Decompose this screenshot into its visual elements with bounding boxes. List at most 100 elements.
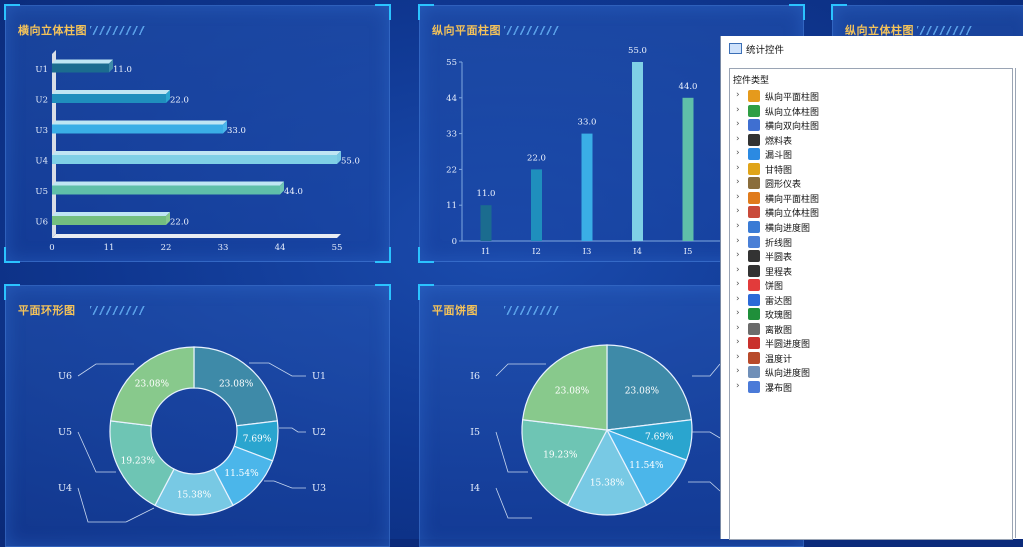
expand-chevron-icon[interactable]: › [736,119,740,130]
x-category-label: I4 [633,247,642,257]
control-type-tree[interactable]: 控件类型 › 纵向平面柱图 › 纵向立体柱图 › 横向双向柱图 › 燃料表 › 漏斗图 › 甘特图 › 圆… [729,68,1013,540]
bar-value-label: 22.0 [170,218,189,228]
expand-chevron-icon[interactable]: › [736,322,740,333]
slice-value-label: 23.08% [625,387,660,397]
expand-chevron-icon[interactable]: › [736,366,740,377]
expand-chevron-icon[interactable]: › [736,104,740,115]
y-category-label: U2 [35,96,48,106]
expand-chevron-icon[interactable]: › [736,90,740,100]
expand-chevron-icon[interactable]: › [736,351,740,362]
bar [52,155,337,164]
expand-chevron-icon[interactable]: › [736,133,740,144]
tree-item[interactable]: › 圆形仪表 [734,176,1004,190]
slice-value-label: 19.23% [121,457,156,467]
radar-icon [748,293,760,306]
window-titlebar[interactable]: 统计控件 [721,36,1023,60]
y-category-label: U6 [35,218,48,228]
bar-value-label: 11.0 [113,65,132,75]
leader-line [692,363,721,377]
leader-line [77,487,155,523]
y-tick-label: 44 [446,94,457,104]
axis-floor [52,234,341,238]
tree-item[interactable]: › 半圆表 [734,249,1004,263]
bar-value-label: 11.0 [477,189,496,199]
tree-item[interactable]: › 甘特图 [734,162,1004,176]
tree-item[interactable]: › 纵向进度图 [734,365,1004,379]
expand-chevron-icon[interactable]: › [736,162,740,173]
leader-line [495,363,546,377]
tree-item[interactable]: › 燃料表 [734,133,1004,147]
tree-item[interactable]: › 温度计 [734,351,1004,365]
tree-item[interactable]: › 纵向立体柱图 [734,104,1004,118]
progress-icon [748,220,760,233]
tree-item[interactable]: › 横向平面柱图 [734,191,1004,205]
expand-chevron-icon[interactable]: › [736,206,740,217]
tree-item-label: 折线图 [765,238,793,249]
tree-item[interactable]: › 横向立体柱图 [734,205,1004,219]
tree-item[interactable]: › 雷达图 [734,293,1004,307]
tree-item[interactable]: › 瀑布图 [734,380,1004,394]
x-tick-label: 11 [104,243,115,253]
expand-chevron-icon[interactable]: › [736,264,740,275]
axis-wall [52,50,56,238]
slice-category-label: U6 [58,371,72,382]
tree-item[interactable]: › 横向双向柱图 [734,118,1004,132]
tree-item-label: 甘特图 [765,165,793,176]
hbar-icon [748,191,760,204]
expand-chevron-icon[interactable]: › [736,381,740,391]
expand-chevron-icon[interactable]: › [736,250,740,261]
leader-line [279,427,306,433]
expand-chevron-icon[interactable]: › [736,235,740,246]
tree-item-label: 纵向进度图 [765,369,811,380]
pie-slice [521,344,608,431]
slice-value-label: 7.69% [645,432,674,442]
expand-chevron-icon[interactable]: › [736,220,740,231]
bar-side [109,59,113,73]
tree-item[interactable]: › 折线图 [734,235,1004,249]
expand-chevron-icon[interactable]: › [736,177,740,188]
leader-line [249,362,306,377]
bar [682,97,694,241]
semicircle-progress-icon [748,337,760,350]
hbar-3d-icon [748,206,760,219]
tree-item-label: 玫瑰图 [765,311,793,322]
expand-chevron-icon[interactable]: › [736,337,740,348]
tree-item[interactable]: › 离散图 [734,322,1004,336]
tree-item[interactable]: › 饼图 [734,278,1004,292]
slice-category-label: U2 [312,427,326,438]
pie-icon [748,279,760,292]
expand-chevron-icon[interactable]: › [736,191,740,202]
tree-item[interactable]: › 半圆进度图 [734,336,1004,350]
expand-chevron-icon[interactable]: › [736,308,740,319]
bar-value-label: 44.0 [284,187,303,197]
tree-item[interactable]: › 纵向平面柱图 [734,89,1004,103]
tree-item[interactable]: › 玫瑰图 [734,307,1004,321]
tree-item[interactable]: › 漏斗图 [734,147,1004,161]
bar-value-label: 33.0 [227,126,246,136]
panel-title: 横向立体柱图 [18,24,87,37]
x-category-label: I3 [583,247,592,257]
x-tick-label: 0 [49,243,54,253]
expand-chevron-icon[interactable]: › [736,279,740,290]
tree-item[interactable]: › 里程表 [734,264,1004,278]
slice-value-label: 7.69% [243,435,272,445]
y-tick-label: 11 [446,201,457,211]
semicircle-gauge-icon [748,250,760,263]
bar [52,216,166,225]
bar-value-label: 44.0 [679,82,698,92]
expand-chevron-icon[interactable]: › [736,293,740,304]
tree-item[interactable]: › 横向进度图 [734,220,1004,234]
y-category-label: U4 [35,157,48,167]
tree-item-label: 饼图 [765,282,784,293]
bar-chart-icon [748,90,760,102]
expand-chevron-icon[interactable]: › [736,148,740,159]
tree-item-label: 圆形仪表 [765,180,802,191]
pie-chart: 23.08% 7.69% 11.54% 15.38% 19.23% 23.08% I4 I5 I… [470,344,721,519]
y-category-label: U1 [35,65,48,75]
bar-value-label: 33.0 [578,118,597,128]
leader-line [264,480,306,489]
slice-value-label: 15.38% [590,479,625,489]
y-tick-label: 0 [452,237,457,247]
title-decoration [90,306,145,315]
x-category-label: I2 [532,247,541,257]
